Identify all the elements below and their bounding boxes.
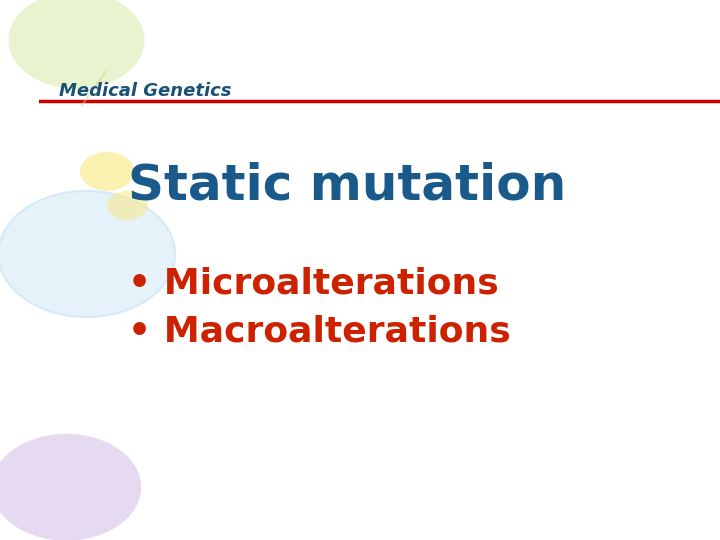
Text: Medical Genetics: Medical Genetics	[60, 82, 232, 100]
Circle shape	[0, 191, 175, 317]
Circle shape	[0, 434, 141, 540]
Text: • Microalterations: • Microalterations	[127, 266, 498, 300]
Circle shape	[80, 152, 135, 191]
Text: Static mutation: Static mutation	[127, 162, 566, 210]
Circle shape	[9, 0, 145, 89]
Text: • Macroalterations: • Macroalterations	[127, 315, 510, 349]
Circle shape	[107, 191, 148, 220]
